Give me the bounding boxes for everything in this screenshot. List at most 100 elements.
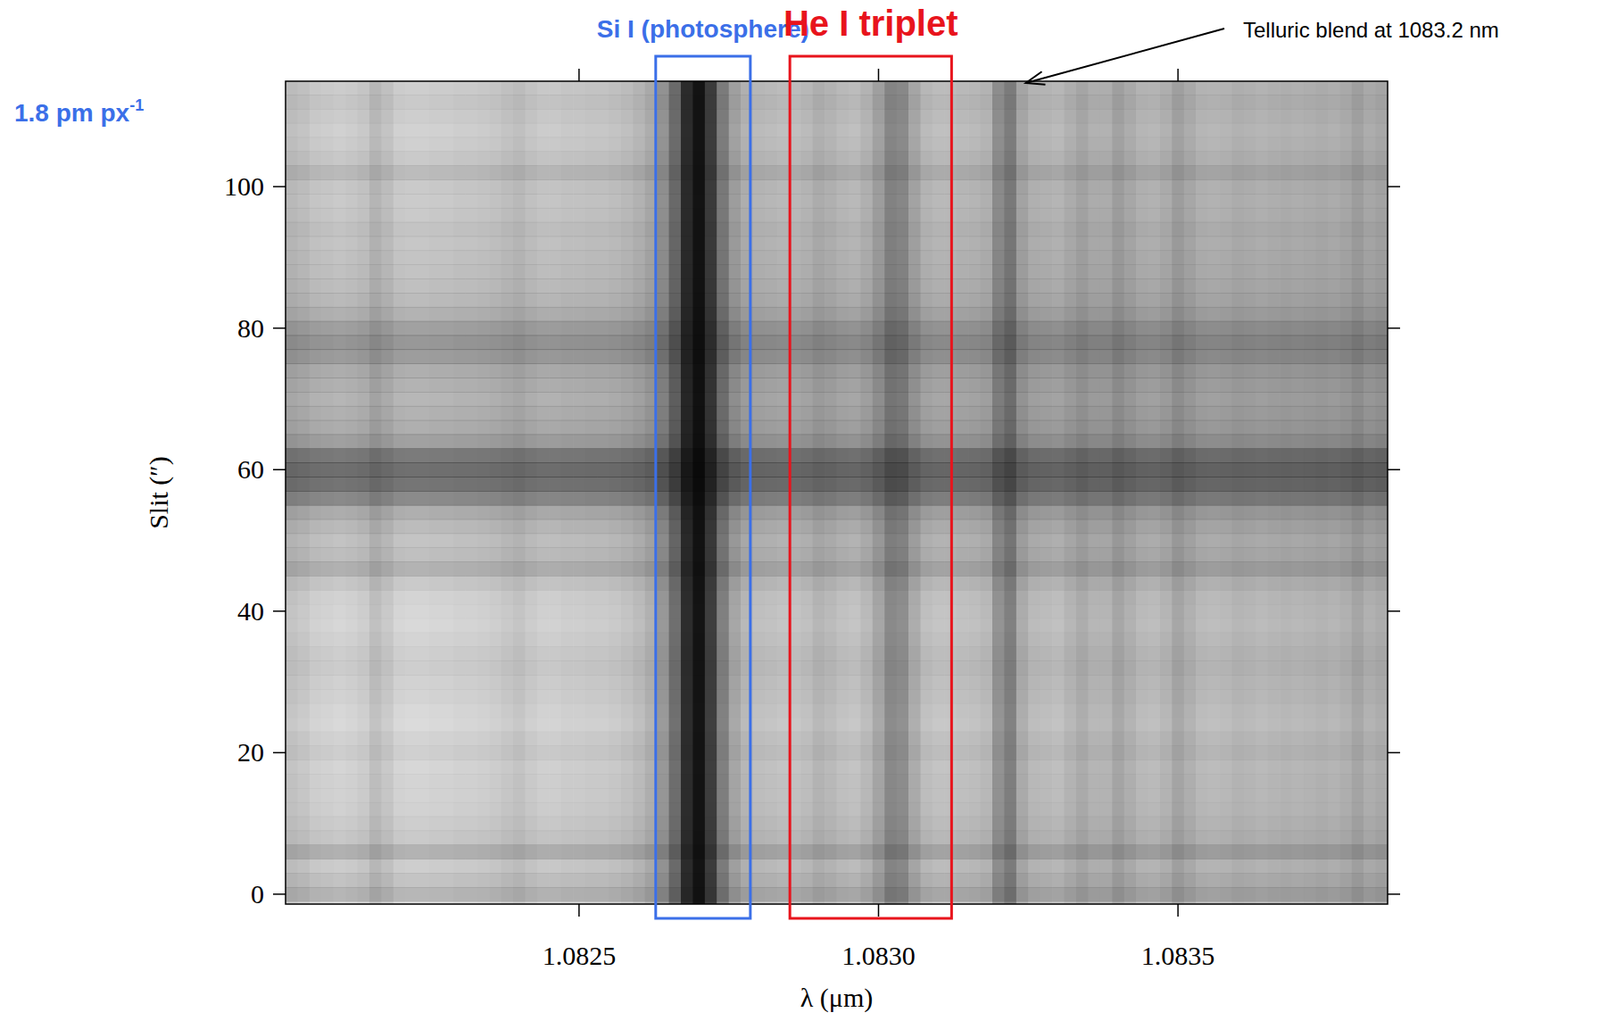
slit-row — [285, 236, 1388, 251]
annotation-arrowhead — [1026, 71, 1046, 85]
slit-row — [285, 81, 1388, 96]
slit-row — [285, 773, 1388, 788]
slit-row — [285, 887, 1388, 902]
x-axis-title: λ (μm) — [800, 982, 873, 1013]
slit-row — [285, 618, 1388, 633]
x-tick-top — [878, 68, 880, 82]
slit-row — [285, 802, 1388, 817]
y-tick-right — [1387, 752, 1401, 755]
y-tick — [273, 893, 286, 896]
y-tick — [273, 185, 286, 188]
slit-row — [285, 604, 1388, 619]
annotation-box — [789, 56, 952, 919]
slit-row — [285, 703, 1388, 718]
slit-row — [285, 717, 1388, 732]
slit-row — [285, 292, 1388, 307]
slit-row — [285, 632, 1388, 647]
slit-row — [285, 264, 1388, 279]
y-tick-right — [1387, 610, 1401, 613]
slit-row — [285, 660, 1388, 675]
slit-row — [285, 731, 1388, 747]
y-tick-right — [1387, 893, 1401, 896]
slit-row — [285, 150, 1388, 166]
slit-row — [285, 94, 1388, 109]
annotation-superscript: -1 — [129, 96, 144, 115]
slit-row — [285, 306, 1388, 322]
y-tick — [273, 752, 286, 755]
y-tick-label: 80 — [237, 313, 265, 343]
x-tick-top — [1177, 68, 1179, 82]
slit-row — [285, 589, 1388, 605]
plot-frame — [285, 81, 1388, 904]
slit-row — [285, 193, 1388, 208]
slit-row — [285, 123, 1388, 138]
slit-row — [285, 179, 1388, 194]
slit-row — [285, 249, 1388, 265]
slit-row — [285, 377, 1388, 392]
y-tick-label: 20 — [237, 737, 265, 767]
slit-row — [285, 363, 1388, 378]
slit-row — [285, 787, 1388, 803]
slit-row — [285, 406, 1388, 421]
x-tick — [878, 903, 880, 917]
x-tick-label: 1.0830 — [841, 940, 916, 970]
annotation-arrow — [1026, 28, 1225, 83]
y-tick — [273, 610, 286, 613]
annotation-label: Si I (photosphere) — [596, 15, 810, 43]
y-tick-right — [1387, 185, 1401, 188]
slit-row — [285, 222, 1388, 237]
slit-row — [285, 674, 1388, 689]
slit-row — [285, 533, 1388, 548]
slit-row — [285, 165, 1388, 180]
x-tick — [578, 903, 581, 917]
slit-row — [285, 745, 1388, 760]
slit-row — [285, 434, 1388, 449]
y-tick-right — [1387, 327, 1401, 330]
annotation-label: Telluric blend at 1083.2 nm — [1243, 17, 1500, 42]
spectrogram — [285, 81, 1388, 904]
x-tick-label: 1.0825 — [542, 940, 617, 970]
annotation-label: 1.8 pm px-1 — [14, 96, 144, 127]
slit-row — [285, 447, 1388, 463]
slit-row — [285, 830, 1388, 846]
y-tick-label: 60 — [237, 454, 265, 484]
slit-row — [285, 646, 1388, 661]
x-tick-label: 1.0835 — [1141, 940, 1216, 970]
y-tick-label: 40 — [237, 596, 265, 626]
slit-row — [285, 207, 1388, 223]
y-tick-right — [1387, 468, 1401, 471]
y-axis-title: Slit (″) — [143, 455, 175, 530]
slit-row — [285, 759, 1388, 774]
annotation-box — [655, 56, 751, 919]
slit-row — [285, 348, 1388, 364]
slit-row — [285, 547, 1388, 562]
slit-row — [285, 872, 1388, 888]
slit-row — [285, 519, 1388, 534]
slit-row — [285, 505, 1388, 520]
x-tick — [1177, 903, 1179, 917]
slit-row — [285, 462, 1388, 477]
slit-row — [285, 476, 1388, 491]
slit-row — [285, 490, 1388, 506]
slit-row — [285, 561, 1388, 576]
slit-row — [285, 816, 1388, 831]
slit-row — [285, 278, 1388, 293]
slit-row — [285, 688, 1388, 704]
chart: 1.0825 1.0830 1.0835 0 20 40 60 80 100 λ (μm) Slit… — [0, 0, 1600, 1021]
annotation-text: 1.8 pm px — [14, 99, 131, 127]
slit-row — [285, 137, 1388, 152]
slit-row — [285, 575, 1388, 590]
slit-row — [285, 335, 1388, 350]
slit-row — [285, 391, 1388, 407]
y-tick — [273, 468, 286, 471]
annotation-label: He I triplet — [783, 3, 959, 43]
slit-row — [285, 420, 1388, 435]
y-tick-label: 100 — [223, 171, 265, 201]
y-tick-label: 0 — [250, 878, 265, 909]
slit-row — [285, 108, 1388, 124]
x-tick-top — [578, 68, 581, 82]
y-tick — [273, 327, 286, 330]
slit-row — [285, 858, 1388, 873]
slit-row — [285, 321, 1388, 336]
slit-row — [285, 844, 1388, 859]
